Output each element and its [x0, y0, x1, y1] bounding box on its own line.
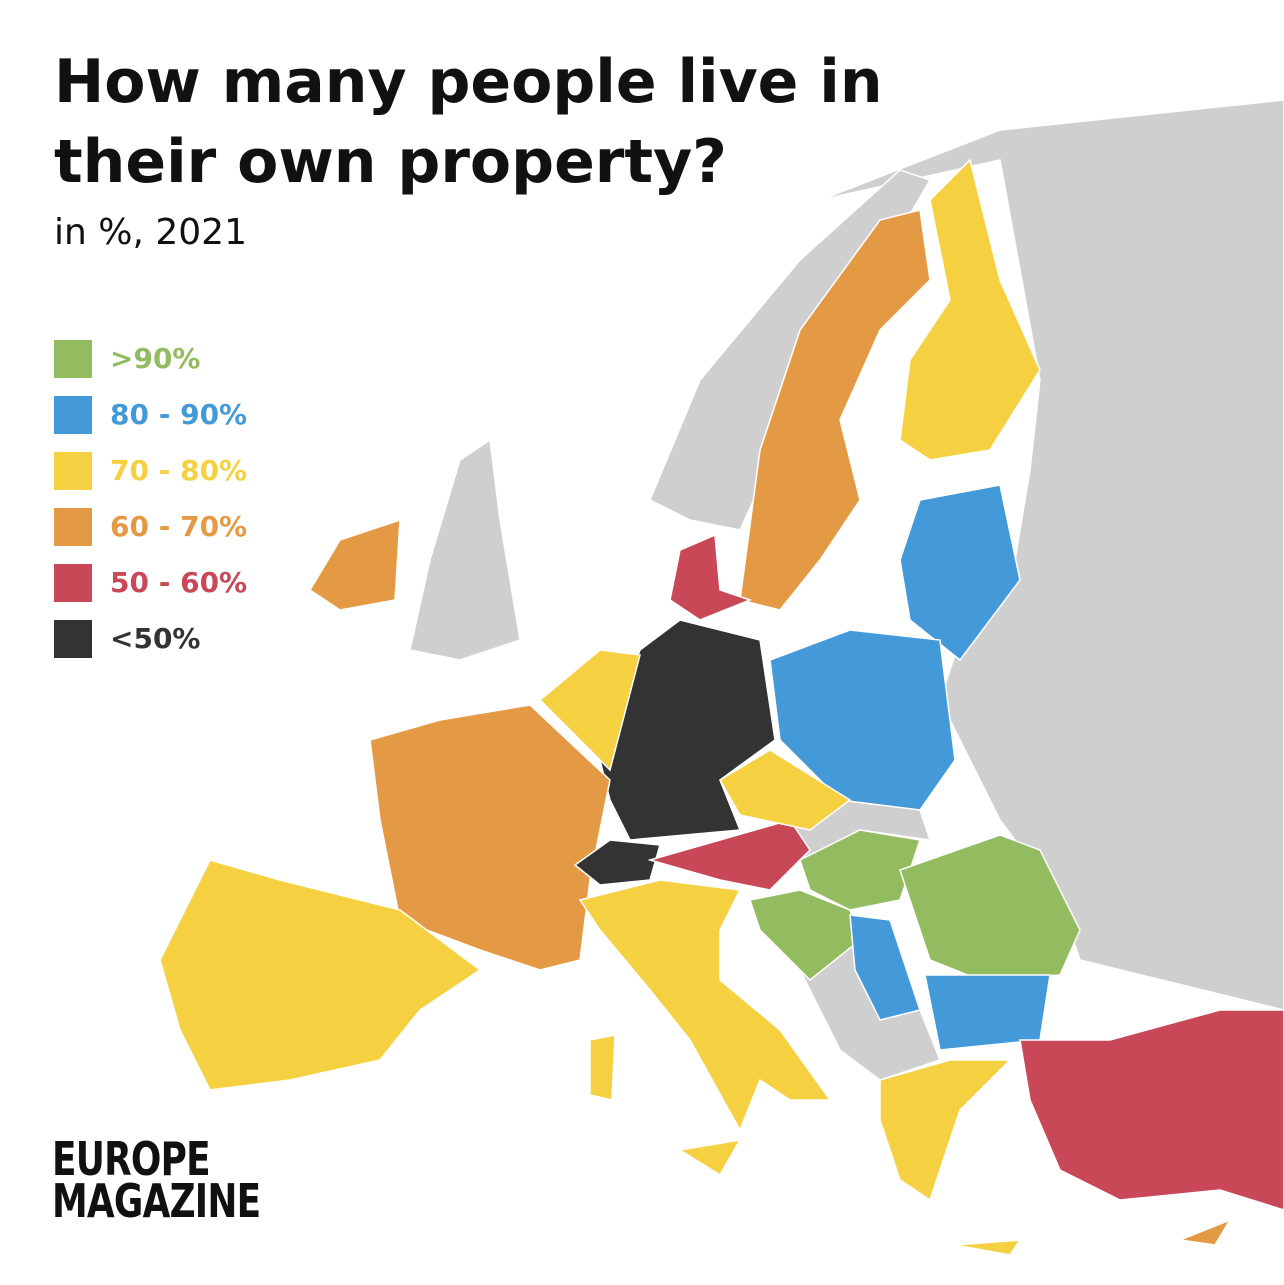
country	[1019, 1009, 1284, 1211]
country	[899, 484, 1021, 662]
country	[718, 749, 852, 831]
legend-label: 60 - 70%	[110, 510, 248, 543]
country	[849, 914, 921, 1021]
country	[954, 1239, 1022, 1256]
land	[409, 438, 521, 661]
legend-swatch	[54, 340, 92, 378]
brand-line: EUROPE	[52, 1132, 211, 1186]
country	[538, 649, 641, 772]
country	[799, 829, 921, 911]
country	[924, 974, 1051, 1051]
legend-label: <50%	[110, 622, 201, 655]
brand: EUROPE MAGAZINE	[52, 1132, 261, 1228]
country	[369, 704, 611, 971]
country	[308, 518, 401, 611]
legend-swatch	[54, 564, 92, 602]
title: How many people live in their own proper…	[54, 47, 883, 197]
country	[578, 879, 832, 1132]
legend-swatch	[54, 620, 92, 658]
country	[899, 834, 1081, 981]
country	[899, 158, 1041, 461]
legend-label: 70 - 80%	[110, 454, 248, 487]
country	[739, 209, 931, 611]
country	[573, 839, 661, 886]
country	[599, 619, 776, 841]
country	[159, 859, 482, 1091]
country	[1177, 1218, 1232, 1246]
land	[819, 99, 1284, 1011]
legend-label: 80 - 90%	[110, 398, 248, 431]
country	[769, 629, 956, 811]
country	[677, 1139, 742, 1177]
legend-label: >90%	[110, 342, 201, 375]
brand-line: MAGAZINE	[52, 1174, 261, 1228]
country	[647, 819, 811, 891]
subtitle: in %, 2021	[54, 212, 247, 253]
legend-swatch	[54, 452, 92, 490]
legend-swatch	[54, 508, 92, 546]
legend-swatch	[54, 396, 92, 434]
country	[879, 1059, 1012, 1202]
country	[589, 1034, 616, 1101]
legend-label: 50 - 60%	[110, 566, 248, 599]
country	[669, 533, 753, 621]
